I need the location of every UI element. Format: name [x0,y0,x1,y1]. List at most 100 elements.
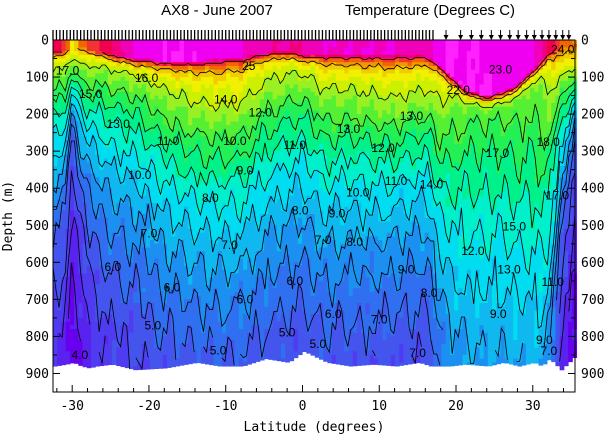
temperature-cell [310,173,316,200]
temperature-cell [407,73,413,82]
temperature-cell [563,91,569,108]
isotherm-label: 8.0 [421,286,438,300]
temperature-cell [563,47,569,52]
temperature-cell [416,225,421,278]
temperature-cell [192,80,198,93]
temperature-cell [154,69,160,74]
temperature-cell [213,203,219,245]
temperature-cell [192,243,198,267]
temperature-cell [65,69,71,78]
temperature-cell [175,225,181,252]
temperature-cell [78,214,84,274]
temperature-cell [394,314,400,367]
isotherm-label: 14.0 [214,92,238,106]
temperature-cell [390,121,396,156]
temperature-cell [183,91,189,108]
x-tick-label: 0 [299,399,307,414]
temperature-cell [314,191,320,252]
temperature-cell [390,40,396,56]
temperature-cell [356,40,362,56]
temperature-cell [175,40,181,52]
temperature-cell [162,62,168,67]
temperature-cell [145,247,151,274]
isotherm-label: 10.0 [346,186,370,200]
temperature-cell [112,54,117,60]
temperature-cell [538,40,544,63]
temperature-cell [390,54,396,60]
temperature-cell [500,191,506,234]
temperature-cell [479,358,485,366]
y-tick-label: 200 [26,108,49,123]
temperature-cell [57,114,62,137]
temperature-cell [297,58,303,63]
temperature-cell [78,303,84,319]
temperature-cell [251,114,257,126]
temperature-cell [504,40,510,89]
temperature-cell [221,203,227,230]
temperature-cell [61,51,67,56]
temperature-cell [264,62,269,71]
temperature-cell [57,65,62,74]
temperature-cell [538,358,544,366]
temperature-cell [141,128,147,148]
temperature-cell [314,154,320,171]
temperature-cell [285,62,290,67]
y-tick-label: 0 [41,34,49,49]
temperature-cell [124,325,130,369]
temperature-cell [175,106,181,123]
temperature-cell [382,251,388,274]
temperature-cell [128,147,134,174]
temperature-cell [340,40,345,56]
temperature-cell [475,91,480,97]
temperature-cell [340,125,345,137]
temperature-cell [53,102,58,115]
temperature-cell [238,40,244,60]
temperature-cell [373,54,379,60]
temperature-cell [318,280,324,304]
temperature-cell [209,84,214,111]
temperature-cell [475,102,480,108]
temperature-cell [192,65,198,71]
temperature-cell [61,54,67,60]
temperature-cell [124,40,130,60]
temperature-cell [192,188,198,245]
temperature-cell [546,188,552,237]
temperature-cell [57,199,62,226]
temperature-cell [53,51,58,56]
temperature-cell [65,54,71,60]
temperature-cell [568,140,573,156]
temperature-cell [69,132,75,167]
temperature-cell [386,136,392,160]
temperature-cell [112,340,117,366]
temperature-cell [200,165,206,182]
temperature-cell [95,217,100,237]
temperature-cell [99,73,105,85]
temperature-cell [403,73,409,89]
temperature-cell [285,95,290,111]
temperature-cell [487,199,493,256]
temperature-cell [230,58,236,63]
temperature-cell [568,54,573,60]
temperature-cell [196,184,202,215]
temperature-cell [141,195,147,215]
temperature-cell [382,291,388,319]
temperature-cell [107,188,113,256]
y-tick-label-right: 0 [581,34,589,49]
temperature-cell [369,73,375,78]
temperature-cell [302,99,307,115]
temperature-cell [504,88,510,93]
temperature-cell [420,106,426,119]
temperature-cell [255,73,261,93]
station-arrowhead [539,35,545,40]
temperature-cell [276,266,282,323]
temperature-cell [382,273,388,293]
temperature-cell [200,232,206,252]
temperature-cell [394,206,400,226]
temperature-cell [394,128,400,145]
temperature-cell [399,317,404,345]
temperature-cell [479,303,485,326]
temperature-cell [466,102,472,108]
temperature-cell [559,165,565,178]
temperature-cell [171,177,176,237]
temperature-cell [369,143,375,167]
